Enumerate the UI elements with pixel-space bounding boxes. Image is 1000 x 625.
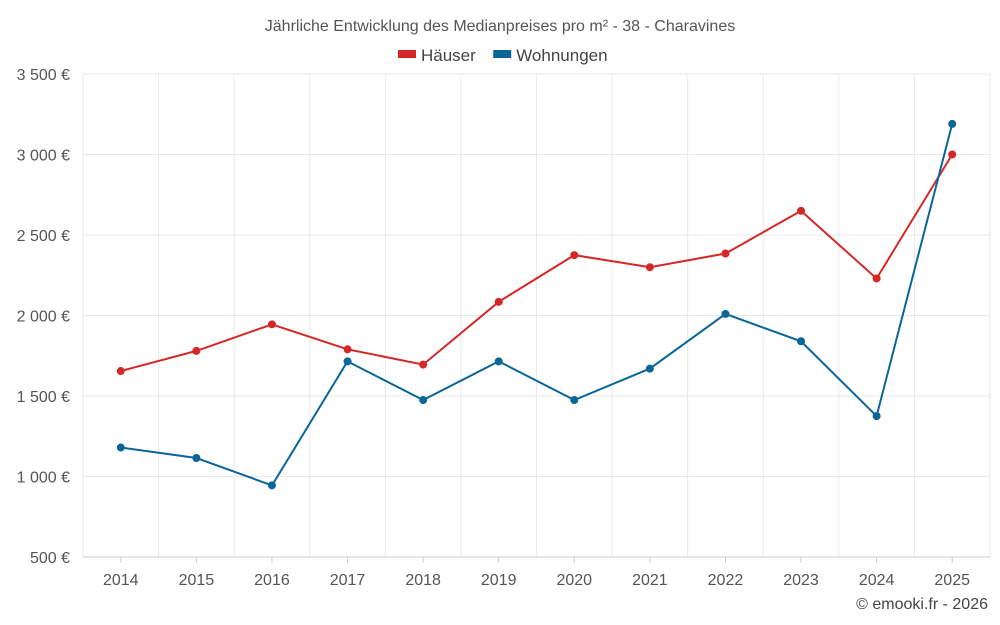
data-point <box>872 412 881 421</box>
data-point <box>192 346 201 355</box>
x-tick-label: 2017 <box>330 572 366 589</box>
series-line <box>120 123 954 487</box>
y-tick-label: 1 500 € <box>17 389 70 406</box>
y-tick-label: 1 000 € <box>17 470 70 487</box>
series-haeuser <box>116 150 957 376</box>
legend-label: Häuser <box>421 46 476 65</box>
y-tick-label: 3 000 € <box>17 148 70 165</box>
y-tick-label: 3 500 € <box>17 67 70 84</box>
legend-item: Wohnungen <box>493 46 608 65</box>
data-point <box>116 443 125 452</box>
series-layer <box>116 119 957 490</box>
data-point <box>494 357 503 366</box>
x-tick-label: 2015 <box>179 572 215 589</box>
x-tick-label: 2025 <box>934 572 970 589</box>
data-point <box>116 367 125 376</box>
x-tick-label: 2019 <box>481 572 517 589</box>
data-point <box>267 320 276 329</box>
data-point <box>419 360 428 369</box>
data-point <box>645 364 654 373</box>
x-tick-label: 2016 <box>254 572 290 589</box>
grid-lines <box>82 73 991 557</box>
legend-item: Häuser <box>398 46 476 65</box>
data-point <box>494 297 503 306</box>
legend-label: Wohnungen <box>516 46 607 65</box>
x-tick-label: 2014 <box>103 572 139 589</box>
data-point <box>343 357 352 366</box>
x-tick-label: 2021 <box>632 572 668 589</box>
x-tick-label: 2022 <box>708 572 744 589</box>
legend-swatch <box>493 50 512 58</box>
data-point <box>343 345 352 354</box>
chart-title: Jährliche Entwicklung des Medianpreises … <box>265 18 735 35</box>
data-point <box>797 206 806 215</box>
data-point <box>721 249 730 258</box>
data-point <box>419 396 428 405</box>
data-point <box>721 309 730 318</box>
series-line <box>120 153 954 372</box>
legend-swatch <box>398 50 416 58</box>
legend: Häuser Wohnungen <box>398 46 608 65</box>
x-tick-label: 2023 <box>783 572 819 589</box>
data-point <box>948 150 957 159</box>
y-tick-label: 500 € <box>30 550 70 567</box>
x-tick-label: 2024 <box>859 572 895 589</box>
credit-text: © emooki.fr - 2026 <box>856 596 988 613</box>
x-tick-label: 2020 <box>556 572 592 589</box>
y-tick-label: 2 500 € <box>17 228 70 245</box>
x-tick-label: 2018 <box>405 572 441 589</box>
y-tick-label: 2 000 € <box>17 309 70 326</box>
data-point <box>267 481 276 490</box>
data-point <box>192 453 201 462</box>
series-wohnungen <box>116 119 957 490</box>
data-point <box>570 251 579 260</box>
data-point <box>645 263 654 272</box>
data-point <box>797 337 806 346</box>
axes: 500 € 1 000 € 1 500 € 2 000 € 2 500 € 3 000 €… <box>17 67 990 589</box>
data-point <box>948 119 957 128</box>
data-point <box>570 396 579 405</box>
data-point <box>872 274 881 283</box>
